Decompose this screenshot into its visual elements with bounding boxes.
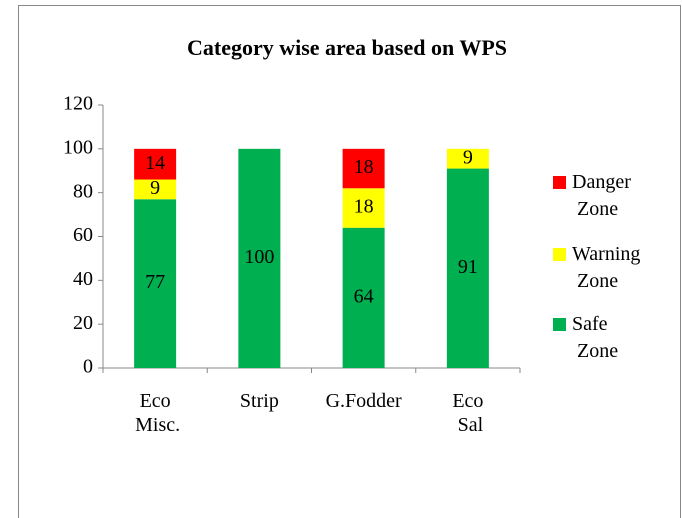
legend-swatch	[553, 318, 566, 331]
y-tick-label: 60	[73, 224, 93, 246]
y-tick-label: 20	[73, 312, 93, 334]
bar-segment	[446, 168, 489, 368]
y-tick-label: 120	[63, 93, 93, 115]
bar-segment	[342, 188, 385, 228]
y-tick-label: 80	[73, 180, 93, 202]
data-label: 100	[244, 246, 274, 268]
legend-swatch	[553, 248, 566, 261]
legend-label: Safe Zone	[572, 313, 618, 362]
bar-segment	[446, 148, 489, 169]
data-label: 64	[354, 285, 374, 307]
x-tick-label: Eco Sal	[452, 390, 483, 436]
legend-label: Warning Zone	[572, 243, 640, 292]
x-tick-label: G.Fodder	[326, 390, 402, 412]
data-label: 77	[145, 271, 165, 293]
chart-title: Category wise area based on WPS	[187, 35, 507, 60]
x-tick-label: Eco Misc.	[130, 390, 180, 436]
legend-label: Danger Zone	[572, 171, 631, 220]
bar-segment	[134, 148, 177, 180]
data-label: 18	[354, 196, 374, 218]
bar-segment	[342, 227, 385, 368]
y-tick-label: 40	[73, 268, 93, 290]
data-label: 9	[463, 146, 473, 168]
x-tick-label: Strip	[240, 390, 279, 412]
bar-segment	[134, 199, 177, 368]
bar-segment	[238, 148, 281, 368]
data-label: 14	[145, 152, 165, 174]
data-label: 18	[354, 156, 374, 178]
y-tick-label: 0	[83, 356, 93, 378]
bar-segment	[134, 179, 177, 200]
legend-swatch	[553, 176, 566, 189]
data-label: 91	[458, 256, 478, 278]
y-tick-label: 100	[63, 136, 93, 158]
bar-segment	[342, 148, 385, 189]
data-label: 9	[150, 177, 160, 199]
